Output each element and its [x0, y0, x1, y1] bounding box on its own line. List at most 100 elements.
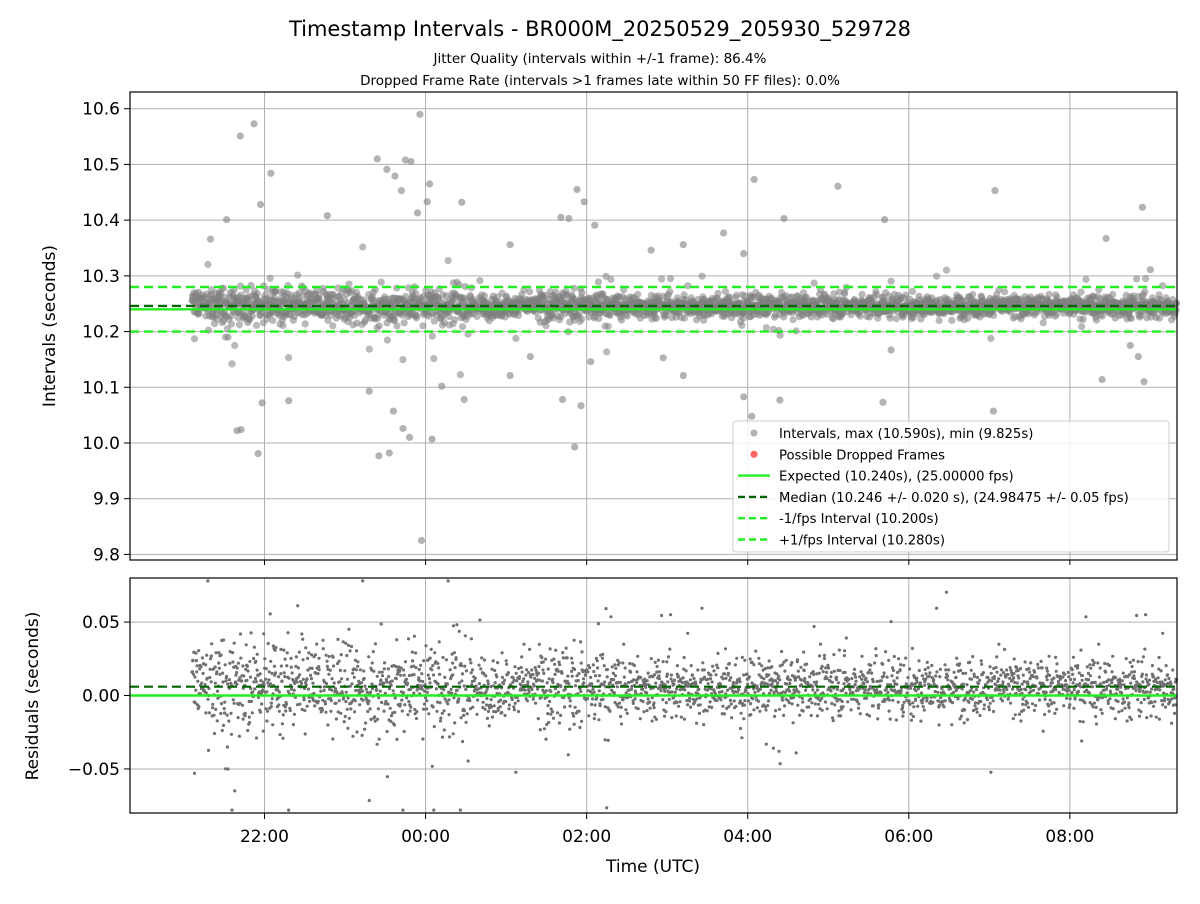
residual-point	[504, 700, 507, 703]
residual-point	[250, 631, 253, 634]
residual-point	[588, 666, 591, 669]
residual-point	[589, 676, 592, 679]
residual-point	[819, 643, 822, 646]
residual-point	[452, 624, 455, 627]
residual-point	[843, 654, 846, 657]
residual-point	[304, 732, 307, 735]
residual-point	[573, 723, 576, 726]
residual-point	[802, 651, 805, 654]
residual-point	[202, 672, 205, 675]
residual-point	[505, 659, 508, 662]
residual-point	[833, 670, 836, 673]
residual-point	[860, 670, 863, 673]
residual-point	[448, 735, 451, 738]
residual-point	[571, 675, 574, 678]
residual-point	[635, 681, 638, 684]
residual-point	[863, 691, 866, 694]
residual-point	[614, 674, 617, 677]
residual-point	[641, 700, 644, 703]
interval-outlier-point	[720, 229, 727, 236]
residual-point	[216, 697, 219, 700]
residual-point	[860, 655, 863, 658]
interval-outlier-point	[391, 173, 398, 180]
residual-point	[816, 688, 819, 691]
residual-point	[905, 691, 908, 694]
residual-point	[847, 678, 850, 681]
interval-point	[1080, 316, 1087, 323]
legend-label: Possible Dropped Frames	[779, 448, 945, 463]
residual-point	[781, 699, 784, 702]
residual-point	[571, 712, 574, 715]
residual-point	[307, 651, 310, 654]
interval-point	[515, 312, 522, 319]
residual-point	[745, 672, 748, 675]
residual-point	[911, 647, 914, 650]
residual-point	[443, 676, 446, 679]
interval-point	[191, 335, 198, 342]
interval-outlier-point	[660, 354, 667, 361]
interval-point	[359, 243, 366, 250]
residual-point	[973, 704, 976, 707]
residual-point	[256, 669, 259, 672]
interval-point	[887, 315, 894, 322]
interval-point	[933, 273, 940, 280]
residual-point	[865, 697, 868, 700]
residual-point	[603, 664, 606, 667]
residual-point	[573, 639, 576, 642]
residual-point	[577, 679, 580, 682]
residual-point	[630, 688, 633, 691]
residual-point	[321, 708, 324, 711]
residual-point	[895, 683, 898, 686]
residual-point	[689, 678, 692, 681]
residual-point	[592, 663, 595, 666]
residual-point	[653, 673, 656, 676]
residual-point	[930, 664, 933, 667]
residual-point	[270, 702, 273, 705]
residual-point	[654, 682, 657, 685]
residual-point	[592, 670, 595, 673]
residual-point	[905, 682, 908, 685]
residual-point	[239, 632, 242, 635]
residual-point	[770, 665, 773, 668]
residual-point	[850, 708, 853, 711]
residual-point	[228, 662, 231, 665]
residual-point	[590, 682, 593, 685]
residual-point	[803, 677, 806, 680]
residual-point	[829, 690, 832, 693]
residual-point	[404, 660, 407, 663]
residual-point	[686, 632, 689, 635]
residual-point	[398, 670, 401, 673]
interval-point	[811, 280, 818, 287]
interval-point	[684, 282, 691, 289]
residual-point	[432, 809, 435, 812]
residual-point	[963, 708, 966, 711]
interval-point	[220, 285, 227, 292]
residual-point	[361, 734, 364, 737]
residual-point	[857, 702, 860, 705]
residual-point	[213, 732, 216, 735]
residual-point	[866, 680, 869, 683]
residual-point	[753, 691, 756, 694]
residual-point	[832, 653, 835, 656]
residual-point	[702, 723, 705, 726]
residual-point	[911, 701, 914, 704]
residual-point	[854, 683, 857, 686]
interval-outlier-point	[748, 413, 755, 420]
residual-point	[562, 656, 565, 659]
residual-point	[860, 678, 863, 681]
residual-point	[232, 698, 235, 701]
residual-point	[406, 713, 409, 716]
residual-point	[971, 698, 974, 701]
residual-point	[433, 725, 436, 728]
residual-point	[518, 675, 521, 678]
residual-point	[422, 659, 425, 662]
residual-point	[764, 708, 767, 711]
residual-point	[728, 662, 731, 665]
residual-point	[566, 656, 569, 659]
interval-outlier-point	[424, 198, 431, 205]
residual-point	[848, 688, 851, 691]
residual-point	[267, 642, 270, 645]
residual-point	[262, 681, 265, 684]
residual-point	[524, 674, 527, 677]
residual-point	[845, 636, 848, 639]
